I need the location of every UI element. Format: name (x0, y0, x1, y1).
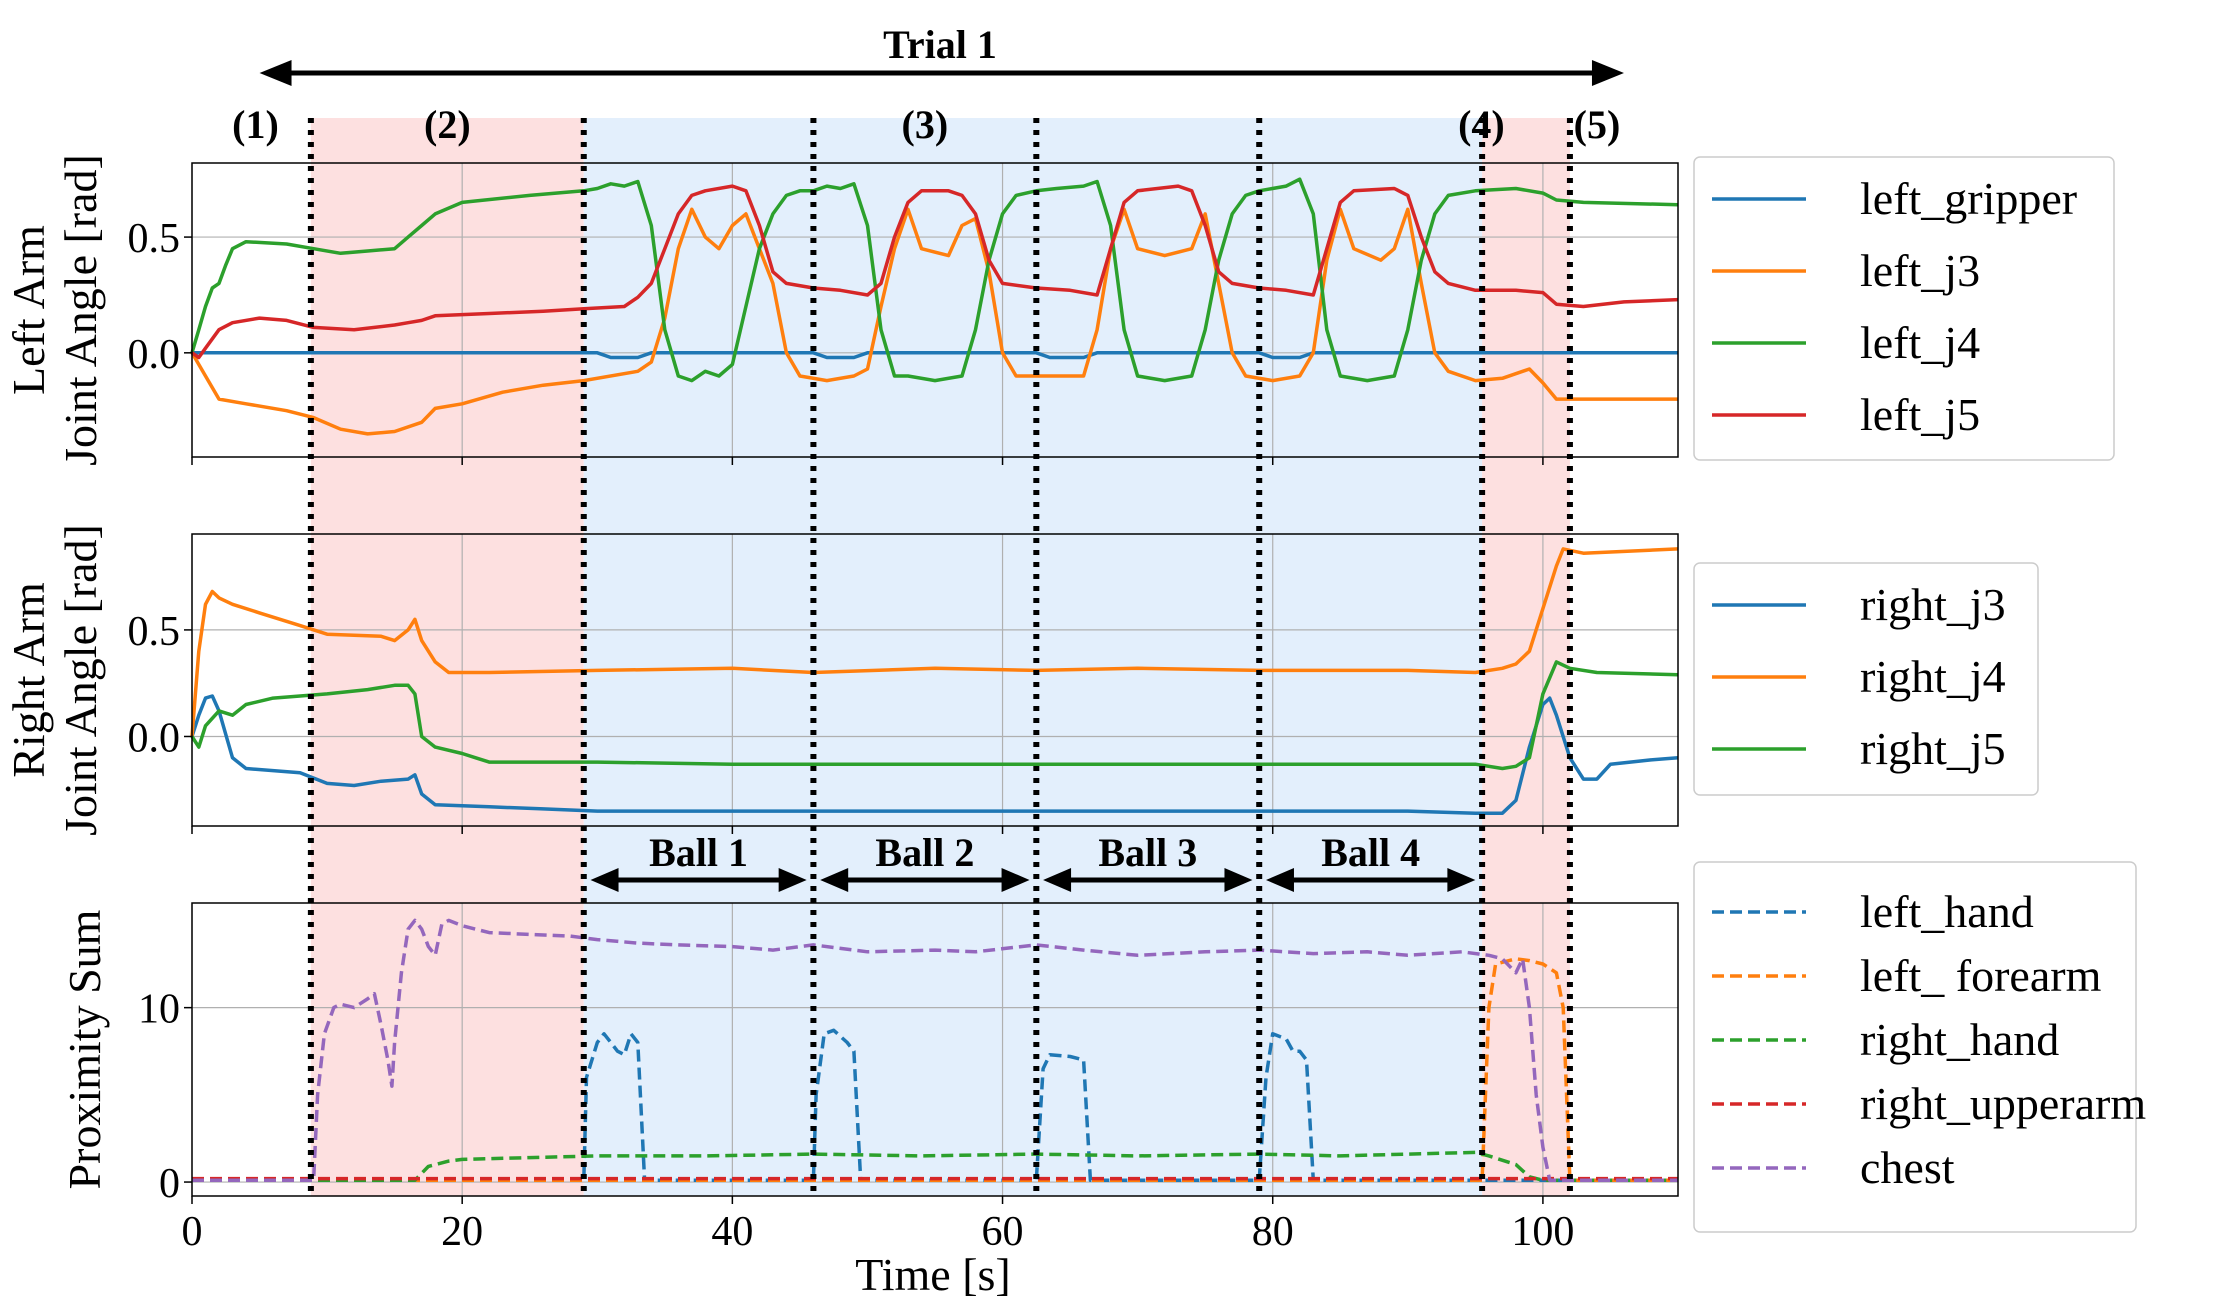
legend-entry: left_j5 (1860, 389, 1980, 440)
ball-arrow-head-left (590, 868, 619, 892)
overlay-layer: left_gripper left_j3 left_j4 left_j5 right_j… (182, 60, 2146, 1255)
ball-arrow-head-right (778, 868, 807, 892)
legend-entry: right_j3 (1860, 579, 2006, 630)
y-tick-label: 0.0 (128, 332, 181, 378)
phase-label: (4) (1458, 102, 1505, 147)
legend-panel-2: right_j3 right_j4 right_j5 (1693, 562, 2039, 796)
series-line-left_j3 (190, 207, 1678, 436)
legend-panel-3: left_hand left_ forearm right_hand right_up… (1693, 861, 2146, 1233)
phase-label: (1) (232, 102, 279, 147)
x-tick-label: 0 (182, 1209, 203, 1255)
ball-span: Ball 1 (590, 830, 807, 892)
x-tick-label: 60 (982, 1209, 1024, 1255)
series-line-left_j5 (191, 184, 1679, 360)
shaded-region (1482, 118, 1570, 1196)
legend-entry: right_j5 (1860, 723, 2006, 774)
legend-entry: left_ forearm (1860, 950, 2102, 1001)
phase-label: (5) (1574, 102, 1621, 147)
ball-arrow-head-left (820, 868, 849, 892)
legend-entry: right_upperarm (1860, 1078, 2146, 1129)
legend-entry: left_j4 (1860, 317, 1980, 368)
ball-label: Ball 3 (1098, 830, 1197, 875)
phase-label: (2) (424, 102, 471, 147)
legend-box (1693, 562, 2039, 796)
legend-box (1693, 156, 2115, 461)
legend-entry: left_j3 (1860, 245, 1980, 296)
trial-arrow (259, 60, 1624, 86)
series-line-left_forearm (192, 957, 1678, 1183)
background-layer (310, 118, 1570, 1196)
panel-3: 0 10 Proximity Sum (59, 902, 1679, 1207)
legend-entry: right_j4 (1860, 651, 2006, 702)
legend-entry: left_hand (1860, 886, 2034, 937)
trial-arrow-head-right (1591, 60, 1624, 86)
ball-arrow-head-right (1001, 868, 1030, 892)
y-tick-label: 0.5 (128, 216, 181, 262)
y-axis-label-line1: Right Arm (3, 582, 54, 778)
y-axis-label-line1: Left Arm (3, 225, 54, 395)
series-line-right_j3 (190, 694, 1679, 815)
ball-arrow-head-left (1265, 868, 1294, 892)
x-tick-label: 20 (441, 1209, 483, 1255)
series-line-right_j5 (190, 660, 1679, 771)
ball-arrow-head-right (1447, 868, 1476, 892)
ball-span: Ball 4 (1265, 830, 1476, 892)
plot-frame (191, 533, 1679, 827)
y-axis-label-line2: Joint Angle [rad] (55, 154, 106, 466)
legend-box (1693, 861, 2137, 1233)
ball-label: Ball 2 (875, 830, 974, 875)
series-line-right_j4 (190, 547, 1679, 737)
series-line-chest (192, 918, 1678, 1183)
ball-span: Ball 2 (820, 830, 1030, 892)
x-axis-label: Time [s] (855, 1249, 1011, 1300)
series-line-left_hand (192, 1028, 1678, 1183)
x-tick-label: 40 (711, 1209, 753, 1255)
legend-entry: left_gripper (1860, 173, 2077, 224)
legend-panel-1: left_gripper left_j3 left_j4 left_j5 (1693, 156, 2115, 461)
trial-arrow-head-left (259, 60, 292, 86)
legend-entry: chest (1860, 1142, 1955, 1193)
ball-label: Ball 1 (649, 830, 748, 875)
x-tick-label: 80 (1252, 1209, 1294, 1255)
y-axis-label-line2: Joint Angle [rad] (55, 524, 106, 836)
chart-title: Trial 1 (883, 22, 997, 67)
series-line-left_gripper (192, 351, 1678, 360)
y-tick-label: 0.0 (128, 715, 181, 761)
panel-2: 0.0 0.5 Right Arm Joint Angle [rad] (3, 524, 1679, 836)
shaded-region (310, 118, 584, 1196)
shaded-region (583, 118, 1483, 1196)
ball-arrow-head-left (1043, 868, 1072, 892)
legend-entry: right_hand (1860, 1014, 2059, 1065)
y-tick-label: 0 (159, 1161, 180, 1207)
y-tick-label: 10 (138, 987, 180, 1033)
ball-span: Ball 3 (1043, 830, 1253, 892)
y-axis-label: Proximity Sum (59, 909, 110, 1189)
ball-arrow-head-right (1224, 868, 1253, 892)
y-tick-label: 0.5 (128, 609, 181, 655)
phase-label: (3) (902, 102, 949, 147)
plot-frame (191, 162, 1679, 458)
x-tick-label: 100 (1511, 1209, 1574, 1255)
series-line-left_j4 (190, 177, 1679, 383)
plot-frame (191, 902, 1679, 1197)
ball-label: Ball 4 (1321, 830, 1420, 875)
panel-1: 0.0 0.5 Left Arm Joint Angle [rad] (3, 154, 1679, 466)
